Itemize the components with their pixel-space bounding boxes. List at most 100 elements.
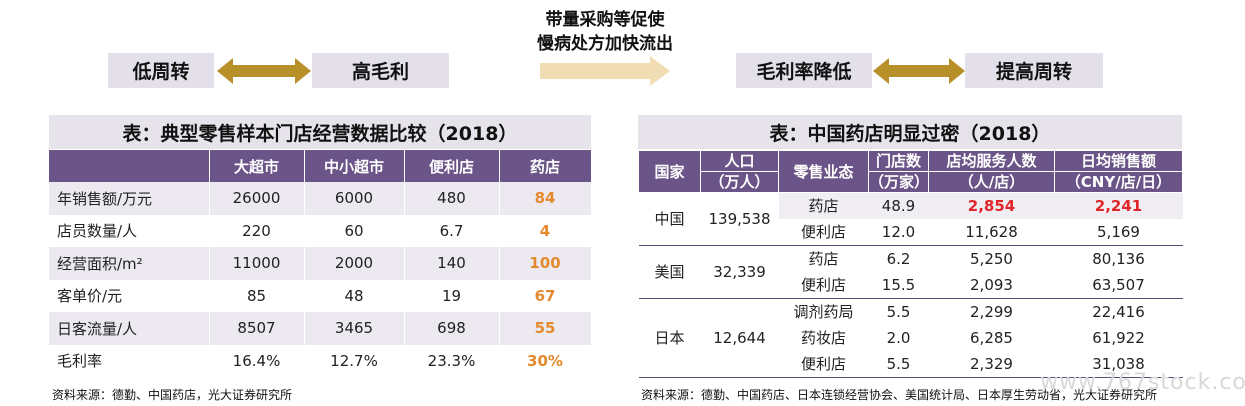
row-label: 店员数量/人 [49,214,210,247]
country-cell: 美国 [638,245,701,299]
table-cell: 6,285 [970,329,1013,347]
table-row: 店员数量/人 220 60 6.7 4 [49,214,592,247]
table-cell: 2,329 [928,351,1055,378]
table-cell: 5.5 [886,303,911,321]
country-cell: 日本 [638,298,701,378]
table-cell: 100 [499,247,592,280]
table-row: 经营面积/m² 11000 2000 140 100 [49,247,592,280]
table-cell: 调剂药局 [793,303,854,321]
table-cell: 22,416 [1092,303,1145,321]
table-cell: 19 [404,279,500,312]
header-population-unit: （万人） [700,171,779,193]
table-cell: 31,038 [1054,351,1183,378]
table1-title: 表：典型零售样本门店经营数据比较（2018） [49,115,591,149]
header-country: 国家 [638,150,701,193]
table-cell: 63,507 [1054,272,1183,299]
population-cell: 32,339 [700,245,779,299]
population-cell: 12,644 [700,298,779,378]
center-caption: 带量采购等促使 慢病处方加快流出 [495,8,715,56]
watermark: www.767stock.com [1040,370,1245,395]
center-caption-line1: 带量采购等促使 [545,10,665,30]
table-cell: 48 [304,279,405,312]
row-label: 日客流量/人 [49,312,210,345]
table-cell: 23.3% [404,344,500,377]
table-cell: 140 [404,247,500,280]
table-cell: 480 [404,182,500,215]
table2-header-row2: （万人） （万家） （人/店） （CNY/店/日） [639,171,1183,193]
table-cell: 30% [499,344,592,377]
table1-source: 资料来源：德勤、中国药店，光大证券研究所 [52,388,293,402]
table-cell: 6.2 [886,250,911,268]
right-arrow-icon [540,56,670,86]
table-row: 便利店 15.5 2,093 63,507 [639,272,1183,299]
header-sales: 日均销售额 [1054,150,1183,172]
table-cell: 16.4% [209,344,305,377]
table-cell: 2,241 [1054,192,1183,219]
table-cell: 12.0 [868,219,929,246]
table-cell: 26000 [209,182,305,215]
table-row: 客单价/元 85 48 19 67 [49,279,592,312]
table-cell: 11000 [209,247,305,280]
increase-turnover-box: 提高周转 [965,53,1103,88]
table-row: 药妆店 2.0 6,285 61,922 [639,325,1183,351]
table-cell: 5,169 [1054,219,1183,246]
table-row: 美国 32,339 药店 6.2 5,250 80,136 [638,245,1183,299]
retail-store-comparison-table: 大超市 中小超市 便利店 药店 年销售额/万元 26000 6000 480 84 店员数量/人… [49,150,592,377]
table-cell: 6.7 [404,214,500,247]
header-stores: 门店数 [868,150,929,172]
table-cell: 便利店 [778,219,869,246]
row-label: 经营面积/m² [49,247,210,280]
table-cell: 药妆店 [800,329,846,347]
table2-source: 资料来源：德勤、中国药店、日本连锁经营协会、美国统计局、日本厚生劳动省，光大证券… [641,388,1158,402]
table-cell: 6000 [304,182,405,215]
margin-decrease-box: 毛利率降低 [736,53,872,88]
table-cell: 药店 [808,250,839,268]
row-label: 年销售额/万元 [49,182,210,215]
table-cell: 67 [499,279,592,312]
double-arrow-icon [873,58,965,84]
low-turnover-box: 低周转 [108,53,214,88]
table-cell: 84 [499,182,592,215]
table-row: 毛利率 16.4% 12.7% 23.3% 30% [49,344,592,377]
table1-header-cell: 便利店 [404,150,500,182]
table-cell: 5,250 [970,250,1013,268]
table2-header-row1: 国家 人口 零售业态 门店数 店均服务人数 日均销售额 [638,150,1183,193]
table-cell: 2,299 [970,303,1013,321]
table-cell: 220 [209,214,305,247]
table-row: 日本 12,644 调剂药局 5.5 2,299 22,416 [638,298,1183,378]
header-sales-unit: （CNY/店/日） [1054,171,1183,193]
header-served-unit: （人/店） [928,171,1055,193]
center-caption-line2: 慢病处方加快流出 [537,34,673,54]
row-label: 客单价/元 [49,279,210,312]
table-cell: 11,628 [928,219,1055,246]
pharmacy-density-table: 国家 人口 零售业态 门店数 店均服务人数 日均销售额 （万人） （万家） （人… [638,150,1183,378]
table-row: 中国 139,538 药店 48.9 2,854 2,241 [638,192,1183,246]
table-cell: 80,136 [1092,250,1145,268]
table-cell: 便利店 [778,351,869,378]
double-arrow-icon [217,58,311,84]
table-cell: 4 [499,214,592,247]
table-cell: 8507 [209,312,305,345]
table-cell: 85 [209,279,305,312]
table1-header-cell [49,150,210,182]
table-cell: 15.5 [868,272,929,299]
table1-header-cell: 药店 [499,150,592,182]
table-cell: 12.7% [304,344,405,377]
header-stores-unit: （万家） [868,171,930,193]
table-cell: 3465 [304,312,405,345]
table-cell: 药店 [778,192,869,219]
table2-title: 表：中国药店明显过密（2018） [638,115,1182,149]
population-cell: 139,538 [700,192,779,246]
header-format: 零售业态 [778,150,869,193]
table-cell: 2,854 [928,192,1055,219]
table-cell: 61,922 [1092,329,1145,347]
table1-header-cell: 中小超市 [304,150,405,182]
header-population: 人口 [700,150,779,172]
table-cell: 48.9 [868,192,929,219]
table-cell: 55 [499,312,592,345]
table-row: 便利店 5.5 2,329 31,038 [639,351,1183,378]
table-cell: 便利店 [778,272,869,299]
table-cell: 5.5 [868,351,929,378]
table1-header-row: 大超市 中小超市 便利店 药店 [49,150,592,182]
table-cell: 2,093 [928,272,1055,299]
